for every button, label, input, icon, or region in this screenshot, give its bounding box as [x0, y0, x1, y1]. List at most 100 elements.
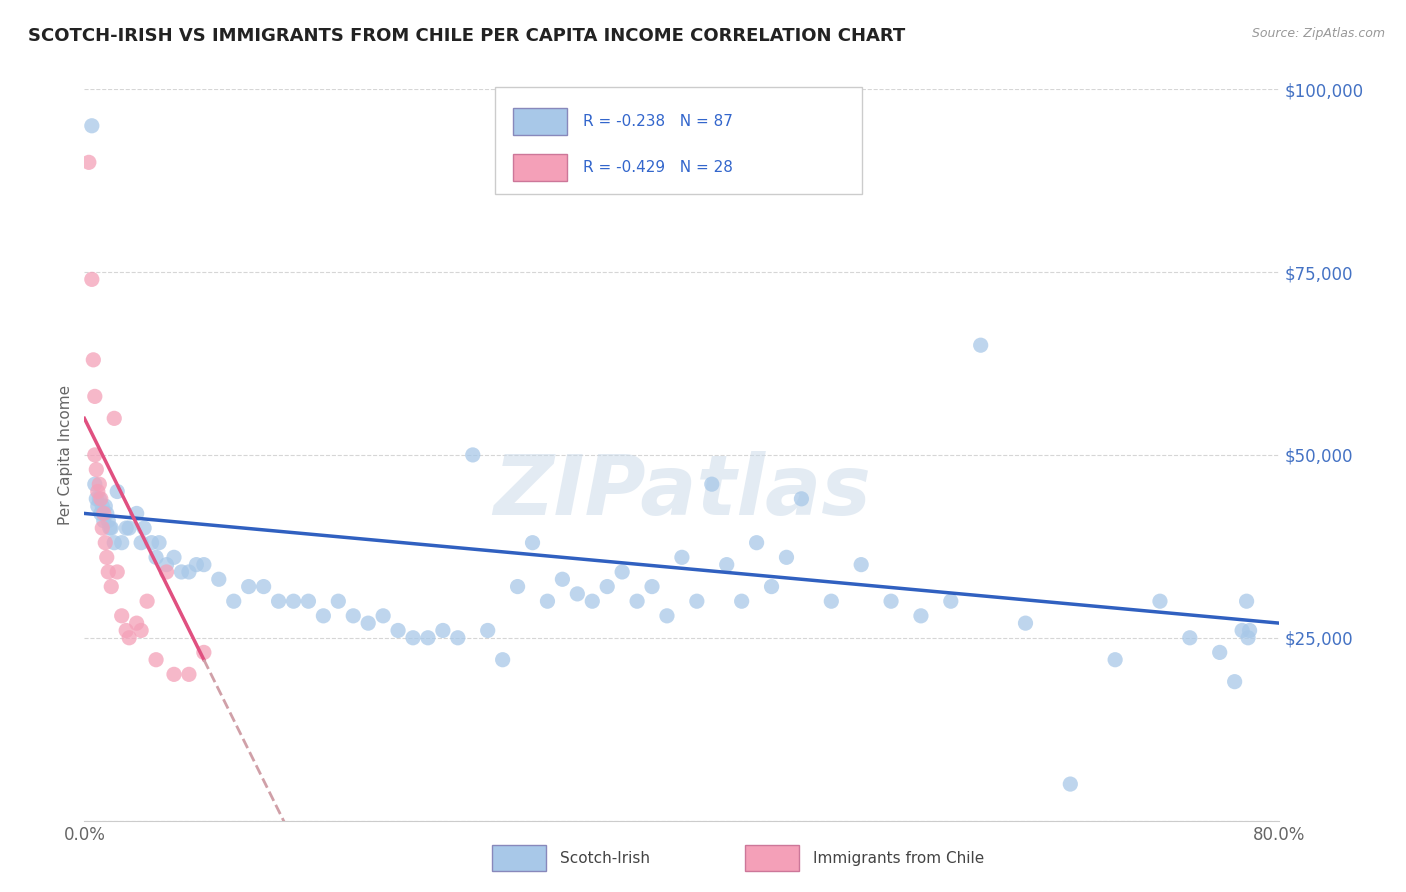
- Point: [86, 462, 108, 476]
- Point: [80, 272, 103, 286]
- Point: [87, 484, 110, 499]
- Point: [253, 580, 276, 594]
- Point: [91, 499, 114, 513]
- Point: [141, 535, 163, 549]
- Point: [96, 550, 118, 565]
- Point: [641, 580, 664, 594]
- Point: [177, 667, 200, 681]
- Point: [129, 535, 152, 549]
- Point: [93, 507, 115, 521]
- Point: [222, 594, 245, 608]
- Point: [1236, 594, 1258, 608]
- Point: [880, 594, 903, 608]
- Point: [80, 119, 103, 133]
- Point: [387, 624, 409, 638]
- Point: [98, 521, 121, 535]
- Point: [312, 608, 335, 623]
- Point: [145, 550, 167, 565]
- Point: [626, 594, 648, 608]
- Point: [731, 594, 754, 608]
- Point: [612, 565, 634, 579]
- Point: [477, 624, 499, 638]
- Point: [1239, 624, 1261, 638]
- Point: [129, 624, 152, 638]
- Point: [148, 535, 170, 549]
- Point: [155, 565, 177, 579]
- Point: [125, 616, 148, 631]
- Point: [87, 499, 110, 513]
- Text: ZIPatlas: ZIPatlas: [494, 451, 870, 532]
- Point: [118, 521, 141, 535]
- Point: [1149, 594, 1171, 608]
- Point: [89, 477, 111, 491]
- Text: Scotch-Irish: Scotch-Irish: [560, 851, 650, 865]
- Point: [115, 521, 138, 535]
- Point: [851, 558, 873, 572]
- Point: [238, 580, 260, 594]
- Point: [97, 514, 120, 528]
- Point: [522, 535, 544, 549]
- Point: [745, 535, 768, 549]
- Point: [83, 389, 105, 403]
- Point: [447, 631, 470, 645]
- Point: [596, 580, 619, 594]
- Point: [100, 521, 122, 535]
- Point: [96, 507, 118, 521]
- Point: [91, 521, 114, 535]
- Point: [83, 448, 105, 462]
- Point: [118, 631, 141, 645]
- Point: [357, 616, 380, 631]
- Point: [1014, 616, 1036, 631]
- Point: [77, 155, 100, 169]
- Point: [461, 448, 484, 462]
- Point: [86, 491, 108, 506]
- Point: [1237, 631, 1260, 645]
- Point: [297, 594, 319, 608]
- Point: [132, 521, 156, 535]
- Point: [170, 565, 193, 579]
- Point: [100, 580, 122, 594]
- Point: [1178, 631, 1201, 645]
- Point: [105, 484, 128, 499]
- Y-axis label: Per Capita Income: Per Capita Income: [58, 384, 73, 525]
- Point: [416, 631, 439, 645]
- Text: SCOTCH-IRISH VS IMMIGRANTS FROM CHILE PER CAPITA INCOME CORRELATION CHART: SCOTCH-IRISH VS IMMIGRANTS FROM CHILE PE…: [28, 27, 905, 45]
- Point: [155, 558, 177, 572]
- Point: [267, 594, 290, 608]
- Point: [90, 507, 112, 521]
- Point: [716, 558, 738, 572]
- Point: [432, 624, 454, 638]
- Point: [328, 594, 350, 608]
- Text: R = -0.429   N = 28: R = -0.429 N = 28: [583, 161, 734, 176]
- Point: [1209, 645, 1232, 659]
- Point: [136, 594, 159, 608]
- Point: [671, 550, 693, 565]
- Point: [761, 580, 783, 594]
- Point: [93, 514, 115, 528]
- Point: [506, 580, 529, 594]
- Point: [700, 477, 723, 491]
- Point: [186, 558, 208, 572]
- Point: [910, 608, 932, 623]
- Point: [655, 608, 678, 623]
- Point: [775, 550, 797, 565]
- Point: [111, 608, 134, 623]
- Point: [970, 338, 993, 352]
- Point: [193, 645, 215, 659]
- Point: [125, 507, 148, 521]
- Point: [1223, 674, 1246, 689]
- Point: [103, 535, 125, 549]
- Point: [94, 499, 117, 513]
- Point: [82, 352, 104, 367]
- Point: [111, 535, 134, 549]
- Text: R = -0.238   N = 87: R = -0.238 N = 87: [583, 114, 734, 129]
- Point: [581, 594, 603, 608]
- Point: [686, 594, 709, 608]
- Point: [283, 594, 305, 608]
- Point: [536, 594, 558, 608]
- Point: [342, 608, 364, 623]
- Point: [790, 491, 813, 506]
- Text: Source: ZipAtlas.com: Source: ZipAtlas.com: [1251, 27, 1385, 40]
- Point: [939, 594, 962, 608]
- Point: [105, 565, 128, 579]
